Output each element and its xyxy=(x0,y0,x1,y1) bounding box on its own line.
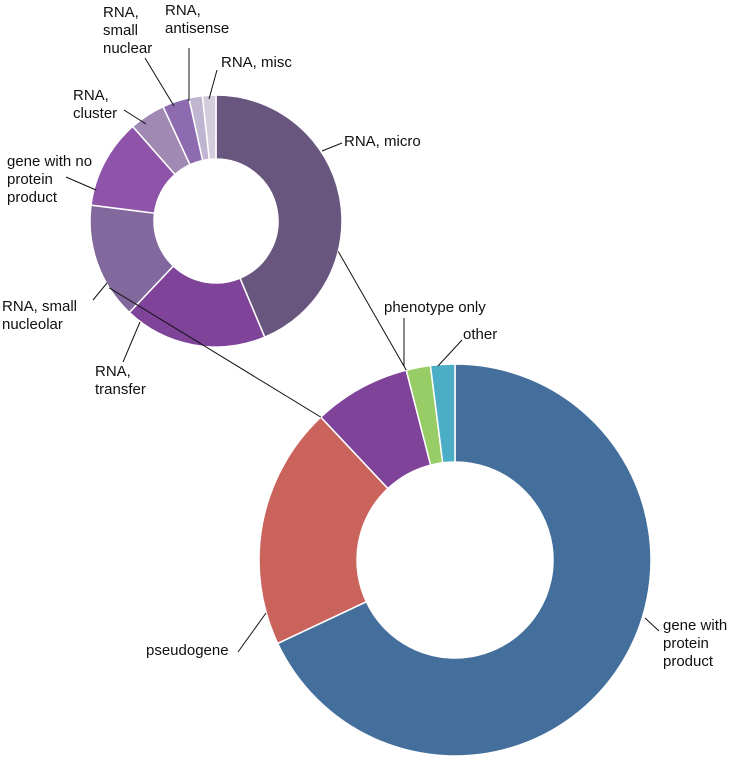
leader-gene-with-no-protein-product xyxy=(65,176,97,191)
label-pseudogene: pseudogene xyxy=(146,642,229,659)
label-rna-small-nucleolar: RNA, small nucleolar xyxy=(2,298,78,333)
main-donut xyxy=(258,363,652,757)
label-rna-misc: RNA, misc xyxy=(221,54,292,71)
leader-rna-misc xyxy=(208,69,218,100)
leader-other xyxy=(437,339,463,367)
rna-donut xyxy=(89,94,343,348)
leader-gene-with-protein-product xyxy=(644,617,660,632)
leader-rna-transfer xyxy=(122,321,141,363)
donut-connector-lines xyxy=(108,251,407,418)
label-other: other xyxy=(463,326,498,343)
slice-pseudogene xyxy=(258,416,389,645)
slice-rna-transfer xyxy=(128,264,266,348)
label-rna-micro: RNA, micro xyxy=(344,133,421,150)
slice-gene-with-protein-product xyxy=(276,363,652,757)
label-gene-with-protein-product: gene with protein product xyxy=(663,617,728,670)
leader-lines xyxy=(65,48,660,653)
leader-rna-small-nucleolar xyxy=(92,282,108,301)
leader-rna-small-nuclear xyxy=(144,57,175,107)
label-phenotype-only: phenotype only xyxy=(384,299,486,316)
connector-line-left xyxy=(108,287,322,418)
slice-rna-micro xyxy=(215,94,343,339)
label-rna-antisense: RNA, antisense xyxy=(165,2,230,37)
label-rna-transfer: RNA, transfer xyxy=(95,363,146,398)
leader-rna-micro xyxy=(321,142,343,152)
label-rna-cluster: RNA, cluster xyxy=(73,87,118,122)
leader-pseudogene xyxy=(237,612,267,653)
slice-rna-misc xyxy=(201,94,217,161)
label-rna-small-nuclear: RNA, small nuclear xyxy=(103,4,153,57)
label-gene-with-no-protein-product: gene with no protein product xyxy=(7,153,93,206)
leader-rna-cluster xyxy=(123,109,147,125)
connector-line-right xyxy=(337,251,407,371)
